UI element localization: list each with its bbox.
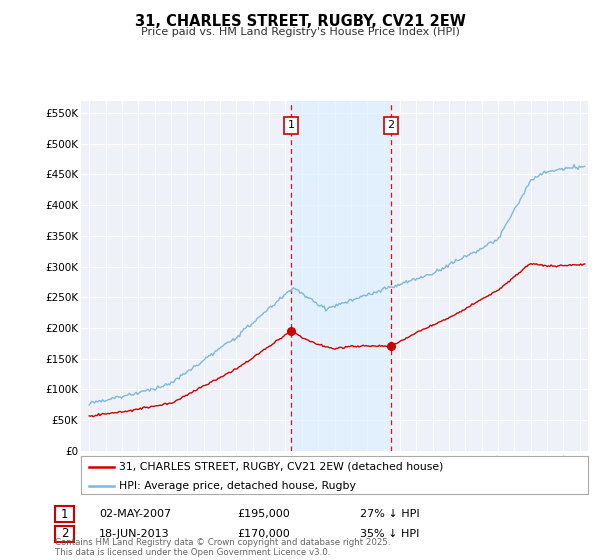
Text: £195,000: £195,000 [237, 509, 290, 519]
Text: 2: 2 [61, 527, 68, 540]
Text: £170,000: £170,000 [237, 529, 290, 539]
Bar [291, 101, 391, 451]
Text: 18-JUN-2013: 18-JUN-2013 [99, 529, 170, 539]
Text: 2: 2 [388, 120, 395, 130]
Text: 31, CHARLES STREET, RUGBY, CV21 2EW (detached house): 31, CHARLES STREET, RUGBY, CV21 2EW (det… [119, 461, 443, 472]
Text: Contains HM Land Registry data © Crown copyright and database right 2025.
This d: Contains HM Land Registry data © Crown c… [55, 538, 391, 557]
Text: 1: 1 [287, 120, 295, 130]
Text: HPI: Average price, detached house, Rugby: HPI: Average price, detached house, Rugb… [119, 480, 356, 491]
Text: 27% ↓ HPI: 27% ↓ HPI [360, 509, 419, 519]
Text: 31, CHARLES STREET, RUGBY, CV21 2EW: 31, CHARLES STREET, RUGBY, CV21 2EW [134, 14, 466, 29]
Text: 35% ↓ HPI: 35% ↓ HPI [360, 529, 419, 539]
Text: 1: 1 [61, 507, 68, 521]
Text: Price paid vs. HM Land Registry's House Price Index (HPI): Price paid vs. HM Land Registry's House … [140, 27, 460, 37]
Text: 02-MAY-2007: 02-MAY-2007 [99, 509, 171, 519]
